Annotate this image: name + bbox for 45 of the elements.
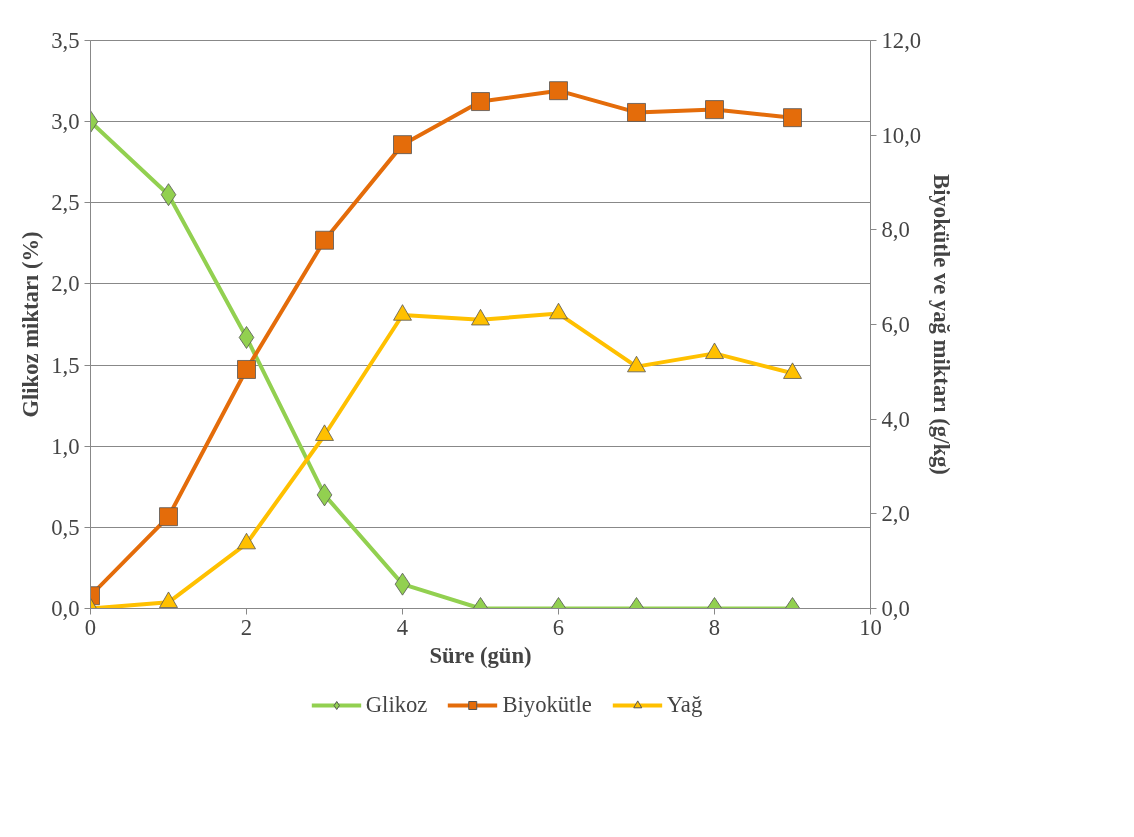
y2-tick-label: 12,0 [881,28,922,53]
point [160,183,177,207]
y-tick-label: 3,5 [51,28,80,53]
point [549,302,568,320]
point [159,591,178,608]
point [627,355,646,373]
y2-tick-label: 8,0 [881,217,910,243]
legend-label: Glikoz [365,692,428,718]
y2-axis-title: Biyokütle ve yağ miktarı (g/kg) [929,174,955,475]
y2-tick-label: 10,0 [881,122,922,148]
point [705,342,724,359]
point [783,362,802,379]
y2-tick-label: 4,0 [881,406,910,432]
x-tick-label: 2 [240,614,253,640]
y-tick-label: 0,0 [51,596,80,621]
x-tick-label: 4 [396,614,409,640]
y-tick-label: 2,5 [51,190,80,216]
x-axis-title: Süre (gün) [429,642,532,668]
point [315,424,334,441]
point [238,326,255,349]
y-tick-label: 0,5 [51,514,80,540]
x-tick-label: 10 [859,614,882,640]
point [471,308,490,326]
legend-label: Biyokütle [502,692,592,718]
point [315,230,334,250]
y-tick-label: 1,0 [51,433,80,459]
point [393,304,412,321]
point [705,100,724,120]
y-tick-label: 1,5 [51,352,80,378]
point [783,108,802,128]
point [549,81,568,101]
x-tick-label: 8 [708,614,721,640]
x-tick-label: 0 [84,614,97,640]
point [393,135,412,155]
y-tick-label: 3,0 [51,109,80,135]
y-tick-label: 2,0 [51,271,80,297]
y2-tick-label: 6,0 [881,312,910,337]
point [237,532,256,550]
y2-tick-label: 2,0 [881,501,910,527]
y2-tick-label: 0,0 [881,596,910,621]
legend-label: Yağ [666,692,703,718]
y-axis-title: Glikoz miktarı (%) [18,231,44,418]
point [471,92,490,111]
x-tick-label: 6 [552,614,565,640]
point [627,103,646,122]
